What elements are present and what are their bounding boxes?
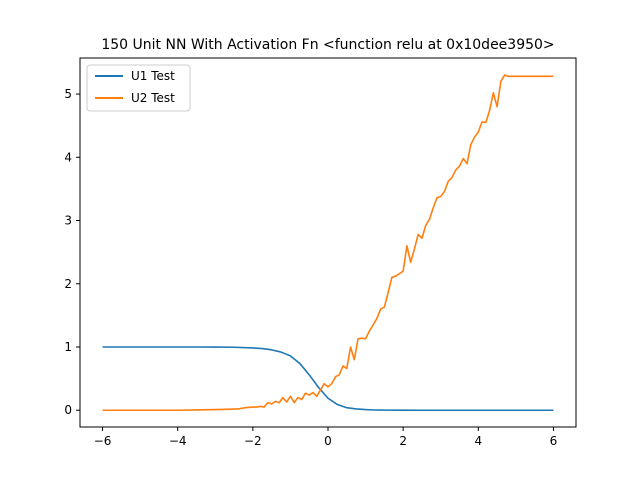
y-tick-label: 0 xyxy=(64,403,72,417)
series-lines xyxy=(102,74,554,412)
chart-title: 150 Unit NN With Activation Fn <function… xyxy=(101,37,554,53)
x-tick-label: 0 xyxy=(324,434,332,448)
x-tick-label: 4 xyxy=(474,434,482,448)
x-tick-label: −2 xyxy=(244,434,262,448)
y-tick-label: 2 xyxy=(64,277,72,291)
y-tick-label: 5 xyxy=(64,87,72,101)
y-axis: 0 1 2 3 4 5 xyxy=(64,87,80,417)
legend-label-u2-test: U2 Test xyxy=(131,91,175,105)
x-tick-label: 2 xyxy=(399,434,407,448)
legend: U1 Test U2 Test xyxy=(86,64,191,112)
legend-label-u1-test: U1 Test xyxy=(131,69,175,83)
y-tick-label: 1 xyxy=(64,340,72,354)
x-tick-label: −6 xyxy=(94,434,112,448)
plot-area: −6 −4 −2 0 2 4 6 0 1 2 3 4 5 xyxy=(64,57,577,448)
x-axis: −6 −4 −2 0 2 4 6 xyxy=(94,427,558,448)
x-tick-label: 6 xyxy=(550,434,558,448)
x-tick-label: −4 xyxy=(169,434,187,448)
y-tick-label: 3 xyxy=(64,214,72,228)
series-line-u2-test xyxy=(102,74,554,412)
series-line-u1-test xyxy=(102,346,554,412)
y-tick-label: 4 xyxy=(64,150,72,164)
